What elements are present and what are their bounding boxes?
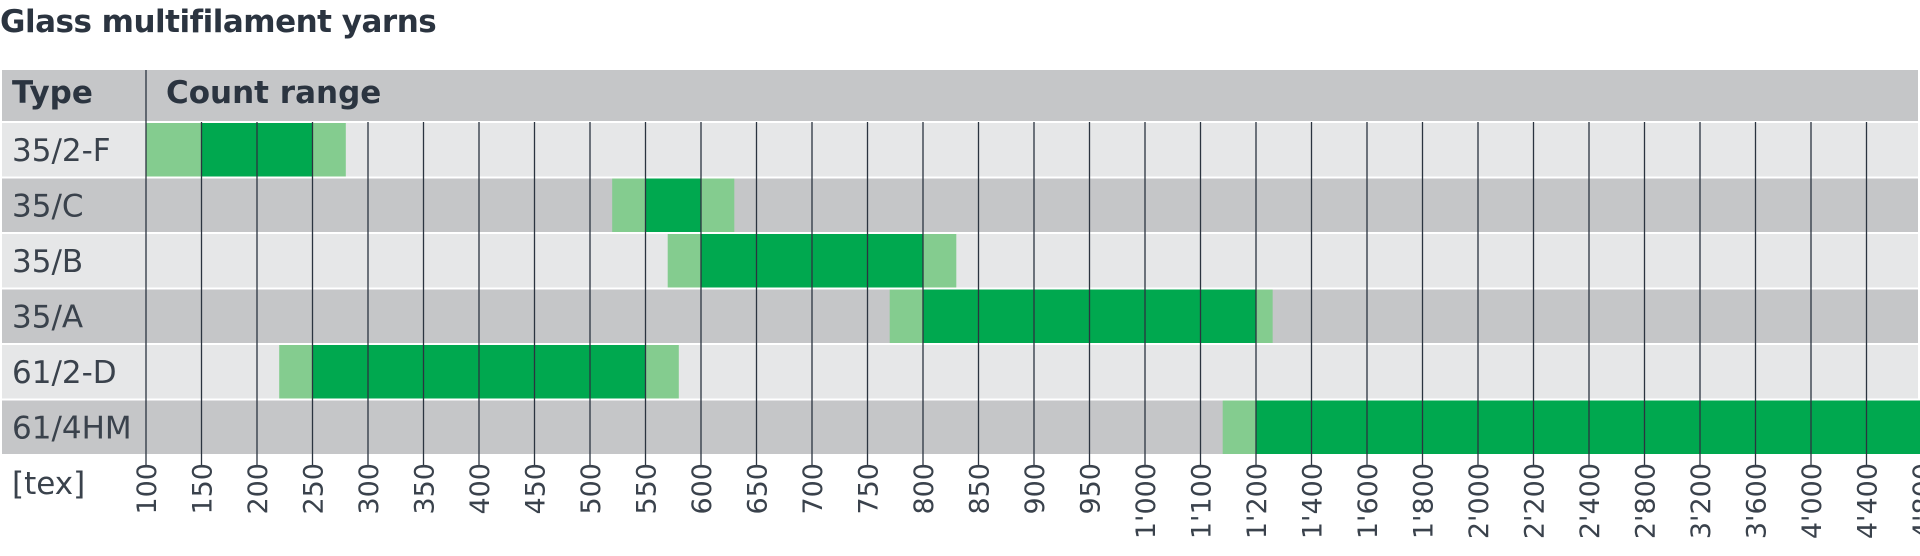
tick-label: 450 [521,463,552,515]
tick-label: 1'200 [1242,463,1273,539]
tick-label: 600 [687,463,718,515]
tick-label: 3'600 [1742,463,1773,539]
tick-label: 900 [1020,463,1051,515]
tick-label: 4'400 [1853,463,1884,539]
row-labels-layer: 35/2-F 35/C 35/B 35/A 61/2-D 61/4HM [12,133,132,447]
tick-label: 300 [354,463,385,515]
unit-label: [tex] [12,466,85,502]
core-range-bar [645,178,701,232]
row-type-label: 61/2-D [12,355,117,391]
tick-label: 550 [632,463,663,515]
tick-label: 150 [188,463,219,515]
tick-label: 4'000 [1797,463,1828,539]
tick-label: 1'400 [1298,463,1329,539]
tick-label: 350 [410,463,441,515]
tick-label: 400 [465,463,496,515]
row-type-label: 35/B [12,244,83,280]
tick-label: 3'200 [1686,463,1717,539]
row-type-label: 61/4HM [12,410,132,446]
tick-label: 2'400 [1575,463,1606,539]
tick-label: 4'800 [1908,463,1920,539]
header-row-background [2,70,1918,122]
header-count-range-label: Count range [166,75,381,111]
tick-label: 700 [798,463,829,515]
tick-label: 1'100 [1187,463,1218,539]
chart-title: Glass multifilament yarns [0,4,437,40]
tick-label: 750 [854,463,885,515]
tick-label: 2'800 [1631,463,1662,539]
tick-label: 250 [299,463,330,515]
tick-label: 1'600 [1353,463,1384,539]
row-type-label: 35/2-F [12,133,111,169]
row-type-label: 35/A [12,299,83,335]
tick-label: 100 [132,463,163,515]
tick-label: 500 [576,463,607,515]
rows-layer [2,123,1918,454]
tick-label: 950 [1076,463,1107,515]
row-background [2,178,1918,232]
core-range-bar [1256,400,1920,454]
tick-label: 800 [909,463,940,515]
tick-label: 200 [243,463,274,515]
tick-label: 2'000 [1464,463,1495,539]
tick-label: 1'000 [1131,463,1162,539]
row-background [2,234,1918,288]
grid-layer [2,70,1918,467]
tick-label: 1'800 [1409,463,1440,539]
tick-label: 850 [965,463,996,515]
tick-label: 650 [743,463,774,515]
row-type-label: 35/C [12,188,84,224]
tick-labels-layer: 100 150 200 250 300 350 400 450 500 550 600 650 700 7… [132,463,1920,539]
header-type-label: Type [12,75,93,111]
tick-label: 2'200 [1520,463,1551,539]
